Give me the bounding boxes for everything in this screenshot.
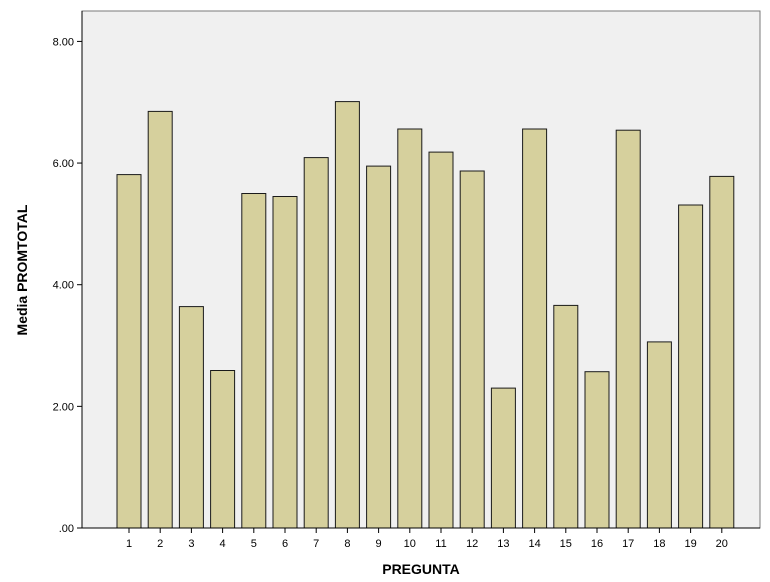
bar-7 <box>303 157 329 529</box>
bar-3 <box>178 306 204 529</box>
bar-16 <box>584 371 610 529</box>
bar-5 <box>241 193 267 529</box>
bar-11 <box>428 151 454 529</box>
y-tick-label: .00 <box>59 523 74 535</box>
x-tick-label: 20 <box>716 538 728 550</box>
x-tick-label: 16 <box>591 538 603 550</box>
bar-17 <box>615 129 641 529</box>
x-tick-label: 7 <box>313 538 319 550</box>
x-tick-label: 9 <box>376 538 382 550</box>
bar-6 <box>272 196 298 529</box>
x-tick-label: 4 <box>220 538 226 550</box>
bar-19 <box>678 204 704 529</box>
x-tick-label: 3 <box>188 538 194 550</box>
y-axis-ticks: .00 2.00 4.00 6.00 8.00 <box>53 36 82 535</box>
x-tick-label: 2 <box>157 538 163 550</box>
bar-1 <box>116 174 142 529</box>
x-tick-label: 15 <box>560 538 572 550</box>
y-axis-title: Media PROMTOTAL <box>14 204 30 335</box>
x-axis-ticks: 1 2 3 4 5 6 7 8 9 10 11 12 13 14 15 16 17 18 19 20 <box>126 528 728 550</box>
x-tick-label: 10 <box>404 538 416 550</box>
x-tick-label: 13 <box>497 538 509 550</box>
bar-4 <box>210 370 236 529</box>
bar-9 <box>366 165 392 529</box>
x-tick-label: 17 <box>622 538 634 550</box>
y-tick-label: 2.00 <box>53 401 74 413</box>
x-tick-label: 19 <box>684 538 696 550</box>
x-tick-label: 6 <box>282 538 288 550</box>
bar-10 <box>397 128 423 529</box>
bar-18 <box>646 341 672 529</box>
bar-12 <box>459 170 485 529</box>
bars-group <box>116 101 735 529</box>
bar-13 <box>490 387 516 529</box>
bar-20 <box>709 175 735 529</box>
x-tick-label: 14 <box>528 538 540 550</box>
bar-15 <box>553 304 579 529</box>
x-axis-title: PREGUNTA <box>382 561 460 577</box>
x-tick-label: 18 <box>653 538 665 550</box>
x-tick-label: 8 <box>344 538 350 550</box>
bar-8 <box>334 101 360 529</box>
y-tick-label: 8.00 <box>53 36 74 48</box>
y-tick-label: 6.00 <box>53 158 74 170</box>
x-tick-label: 11 <box>435 538 446 550</box>
bar-14 <box>522 128 548 529</box>
y-tick-label: 4.00 <box>53 280 74 292</box>
x-tick-label: 5 <box>251 538 257 550</box>
bar-2 <box>147 110 173 529</box>
x-tick-label: 1 <box>126 538 132 550</box>
x-tick-label: 12 <box>466 538 478 550</box>
